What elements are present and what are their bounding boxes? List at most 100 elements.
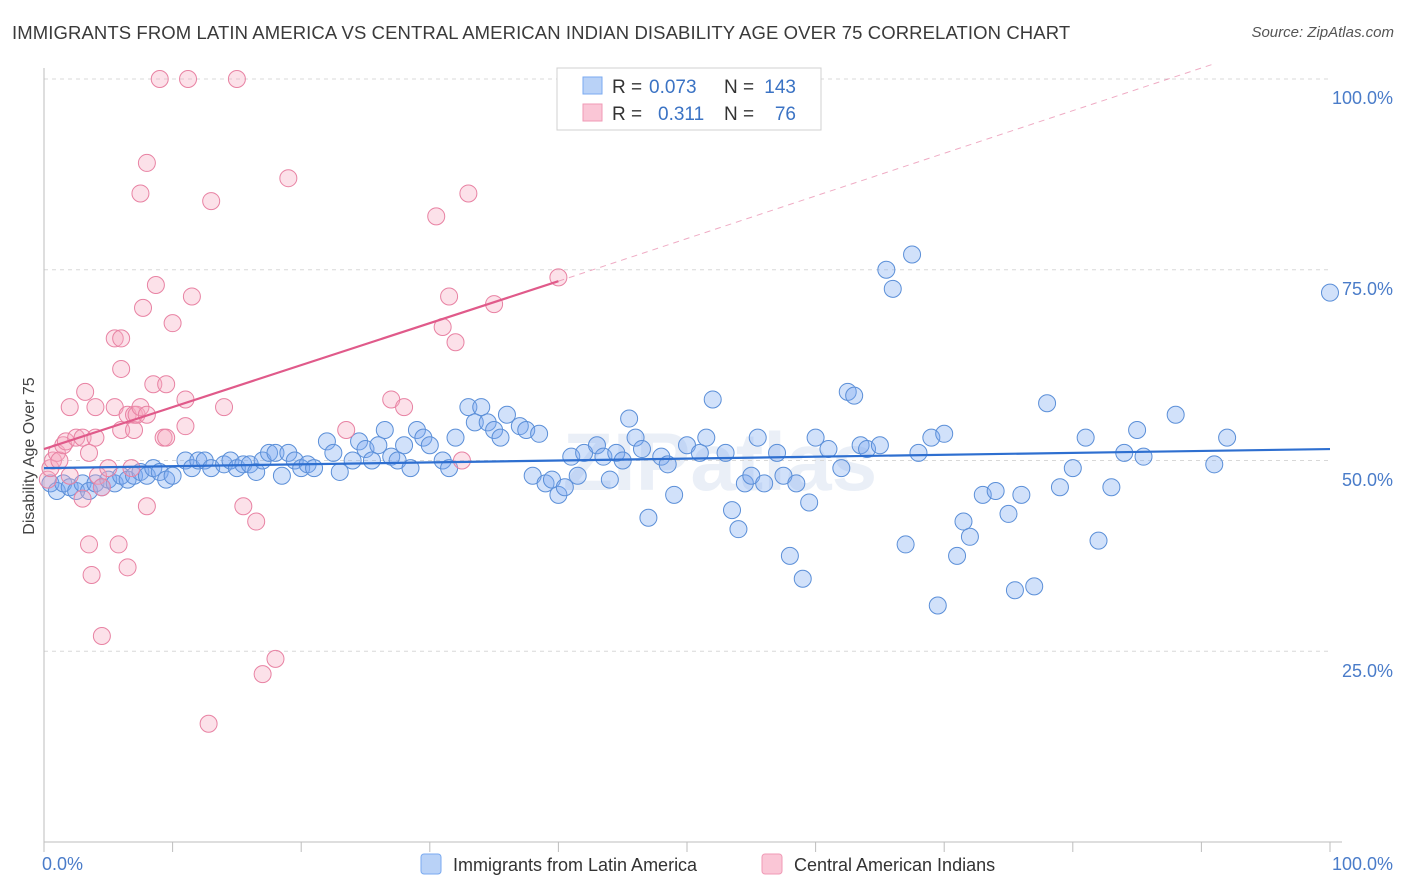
point-s0-73: [555, 478, 574, 497]
point-s1-56: [253, 665, 272, 684]
point-s1-24: [109, 535, 128, 554]
point-s1-32: [125, 420, 144, 439]
point-s0-98: [748, 428, 767, 447]
point-s0-133: [1063, 459, 1082, 478]
point-s1-49: [179, 70, 198, 88]
point-s0-82: [620, 409, 639, 428]
point-s0-35: [279, 443, 298, 462]
point-s0-108: [832, 459, 851, 478]
point-s1-4: [50, 451, 69, 470]
x-tick-label-0: 0.0%: [42, 854, 83, 874]
point-s0-88: [665, 485, 684, 504]
point-s0-122: [948, 546, 967, 565]
point-s0-43: [343, 451, 362, 470]
point-s1-7: [60, 466, 79, 485]
point-s0-92: [703, 390, 722, 409]
point-s1-36: [134, 298, 153, 317]
point-s0-129: [1012, 485, 1031, 504]
point-s0-63: [485, 420, 504, 439]
y-tick-label-25: 25.0%: [1342, 661, 1393, 681]
point-s0-75: [568, 466, 587, 485]
y-tick-label-100: 100.0%: [1332, 88, 1393, 108]
point-s0-118: [909, 443, 928, 462]
point-s1-52: [215, 398, 234, 417]
bottom-legend-label-central-american-indian: Central American Indians: [794, 855, 995, 875]
point-s0-123: [954, 512, 973, 531]
point-s0-142: [1218, 428, 1237, 447]
point-s1-62: [395, 398, 414, 417]
point-s1-8: [60, 398, 79, 417]
point-s1-35: [131, 184, 150, 203]
point-s0-84: [632, 440, 651, 459]
y-axis-label: Disability Age Over 75: [21, 377, 38, 535]
legend-swatch-latin-america: [582, 76, 603, 95]
point-s1-53: [227, 70, 246, 88]
point-s0-77: [587, 436, 606, 455]
point-s0-135: [1089, 531, 1108, 550]
point-s0-90: [690, 443, 709, 462]
point-s0-87: [658, 455, 677, 474]
point-s0-117: [903, 245, 922, 264]
point-s1-44: [157, 428, 176, 447]
point-s0-141: [1205, 455, 1224, 474]
point-s0-55: [420, 436, 439, 455]
point-s0-132: [1050, 478, 1069, 497]
point-s0-143: [1321, 283, 1339, 302]
point-s0-104: [793, 569, 812, 588]
point-s1-67: [452, 451, 471, 470]
point-s0-53: [407, 420, 426, 439]
trend-lines: [43, 63, 1331, 470]
point-s0-47: [369, 436, 388, 455]
x-tick-label-100: 100.0%: [1332, 854, 1393, 874]
point-s1-63: [427, 207, 446, 226]
point-s0-40: [317, 432, 336, 451]
point-s0-127: [999, 504, 1018, 523]
point-s0-41: [324, 443, 343, 462]
grid-lines: [44, 78, 1330, 652]
point-s0-69: [530, 424, 549, 443]
point-s0-121: [935, 424, 954, 443]
point-s1-30: [122, 459, 141, 478]
point-s1-25: [112, 329, 131, 348]
point-s1-50: [182, 287, 201, 306]
point-s1-0: [38, 470, 57, 489]
point-s0-80: [607, 443, 626, 462]
point-s0-4: [67, 482, 86, 501]
trend-line-s1: [43, 280, 559, 451]
point-s0-115: [883, 279, 902, 298]
bottom-legend-swatch-central-american-indian: [761, 853, 783, 875]
point-s0-39: [305, 459, 324, 478]
point-s0-96: [735, 474, 754, 493]
point-s1-26: [112, 359, 131, 378]
point-s0-91: [697, 428, 716, 447]
point-s1-15: [82, 565, 101, 584]
point-s1-68: [459, 184, 478, 203]
legend-n-label-0: N =: [724, 77, 754, 98]
point-s0-116: [896, 535, 915, 554]
point-s1-11: [73, 489, 92, 508]
point-s0-30: [247, 462, 266, 481]
point-s0-85: [639, 508, 658, 527]
point-s0-114: [877, 260, 896, 279]
point-s0-48: [375, 420, 394, 439]
point-s1-12: [76, 382, 95, 401]
point-s0-136: [1102, 478, 1121, 497]
point-s0-62: [478, 413, 497, 432]
point-s0-83: [626, 428, 645, 447]
point-s0-56: [433, 451, 452, 470]
point-s1-40: [144, 375, 163, 394]
legend-swatch-central-american-indian: [582, 103, 603, 122]
point-s0-86: [652, 447, 671, 466]
point-s1-55: [247, 512, 266, 531]
point-s0-110: [845, 386, 864, 405]
point-s0-65: [497, 405, 516, 424]
point-s1-41: [146, 276, 165, 295]
point-s1-66: [446, 333, 465, 352]
point-s0-130: [1025, 577, 1044, 596]
legend-r-label-1: R =: [612, 104, 642, 125]
legend-n-value-0: 143: [764, 77, 796, 98]
point-s0-33: [266, 443, 285, 462]
point-s0-138: [1128, 420, 1147, 439]
point-s1-39: [137, 497, 156, 516]
